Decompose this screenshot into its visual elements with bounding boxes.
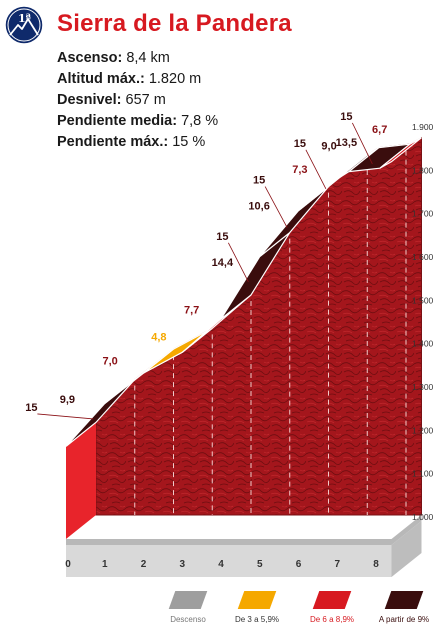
stat-avg-gradient: Pendiente media: 7,8 % bbox=[57, 113, 219, 129]
legend-label-3-6: De 3 a 5,9% bbox=[234, 615, 280, 624]
legend-item-descent: Descenso bbox=[158, 588, 218, 624]
legend-item-3-6: De 3 a 5,9% bbox=[227, 588, 287, 624]
gradient-label: 10,6 bbox=[248, 201, 269, 213]
legend-item-9-plus: A partir de 9% bbox=[374, 588, 434, 624]
profile-fill bbox=[95, 136, 422, 516]
x-tick-label: 4 bbox=[218, 559, 224, 570]
y-axis-ticks: 1.000 1.100 1.200 1.300 1.400 1.500 1.600 1.700… bbox=[412, 122, 434, 522]
x-tick-label: 2 bbox=[141, 559, 147, 570]
max-gradient-label: 15 bbox=[25, 402, 37, 414]
y-tick-label: 1.600 bbox=[412, 252, 434, 262]
gradient-label: 6,7 bbox=[372, 124, 387, 136]
y-tick-label: 1.000 bbox=[412, 512, 434, 522]
max-gradient-label: 15 bbox=[294, 138, 306, 150]
stat-max-altitude: Altitud máx.: 1.820 m bbox=[57, 71, 202, 87]
x-tick-label: 7 bbox=[334, 559, 340, 570]
x-tick-label: 0 bbox=[65, 559, 71, 570]
x-tick-label: 8 bbox=[373, 559, 379, 570]
profile-front-face bbox=[66, 422, 96, 539]
y-tick-label: 1.400 bbox=[412, 339, 434, 349]
x-tick-label: 1 bbox=[102, 559, 108, 570]
stat-elevation-gain: Desnivel: 657 m bbox=[57, 92, 166, 108]
gradient-label: 4,8 bbox=[151, 332, 166, 344]
legend-swatch-3-6 bbox=[237, 591, 277, 609]
max-gradient-leader bbox=[264, 186, 288, 228]
max-gradient-leader bbox=[228, 242, 249, 282]
gradient-label: 7,7 bbox=[184, 305, 199, 317]
gradient-label: 7,3 bbox=[292, 164, 307, 176]
category-label: 1ª bbox=[18, 12, 32, 25]
legend: Descenso De 3 a 5,9% De 6 a 8,9% A parti… bbox=[0, 588, 447, 633]
page-title: Sierra de la Pandera bbox=[57, 10, 292, 37]
stat-ascent: Ascenso: 8,4 km bbox=[57, 50, 170, 66]
gradient-label: 13,5 bbox=[336, 137, 357, 149]
max-gradient-leader bbox=[305, 149, 327, 189]
y-tick-label: 1.700 bbox=[412, 209, 434, 219]
legend-swatch-6-9 bbox=[312, 591, 352, 609]
y-tick-label: 1.800 bbox=[412, 165, 434, 175]
base-side bbox=[391, 521, 422, 577]
gradient-label: 9,9 bbox=[60, 394, 75, 406]
base-front bbox=[66, 545, 392, 577]
category-badge: 1ª bbox=[4, 5, 44, 45]
max-gradient-label: 15 bbox=[340, 111, 352, 123]
max-gradient-leader bbox=[37, 413, 94, 420]
x-tick-label: 3 bbox=[179, 559, 185, 570]
y-tick-label: 1.300 bbox=[412, 382, 434, 392]
y-tick-label: 1.900 bbox=[412, 122, 434, 132]
stats-panel: Ascenso: 8,4 km Altitud máx.: 1.820 m De… bbox=[57, 48, 218, 153]
x-tick-label: 5 bbox=[257, 559, 263, 570]
y-tick-label: 1.200 bbox=[412, 425, 434, 435]
x-axis-ticks: 0 1 2 3 4 5 6 7 8 bbox=[65, 559, 379, 570]
x-tick-label: 6 bbox=[296, 559, 302, 570]
legend-swatch-9-plus bbox=[384, 591, 424, 609]
max-gradient-label: 15 bbox=[253, 175, 265, 187]
gradient-label: 7,0 bbox=[102, 355, 117, 367]
mountain-icon: 1ª bbox=[4, 5, 44, 45]
stat-max-gradient: Pendiente máx.: 15 % bbox=[57, 134, 206, 150]
max-gradient-leader bbox=[352, 122, 373, 165]
gradient-segment bbox=[379, 137, 422, 169]
max-gradient-label: 15 bbox=[216, 231, 228, 243]
chart-base bbox=[66, 515, 422, 577]
legend-swatch-descent bbox=[168, 591, 208, 609]
gradient-labels: 9,9 15 7,0 4,8 7,7 14,4 15 10,6 15 7,3 15 9,013,5 15… bbox=[25, 111, 387, 420]
profile-area bbox=[66, 136, 422, 539]
legend-item-6-9: De 6 a 8,9% bbox=[302, 588, 362, 624]
legend-label-descent: Descenso bbox=[170, 615, 206, 624]
base-top bbox=[66, 515, 422, 545]
y-tick-label: 1.100 bbox=[412, 469, 434, 479]
gradient-label: 14,4 bbox=[212, 257, 234, 269]
gradient-label: 9,0 bbox=[321, 140, 336, 152]
y-tick-label: 1.500 bbox=[412, 295, 434, 305]
legend-label-6-9: De 6 a 8,9% bbox=[309, 615, 355, 624]
legend-label-9-plus: A partir de 9% bbox=[378, 615, 430, 624]
km-gridlines bbox=[134, 150, 407, 515]
